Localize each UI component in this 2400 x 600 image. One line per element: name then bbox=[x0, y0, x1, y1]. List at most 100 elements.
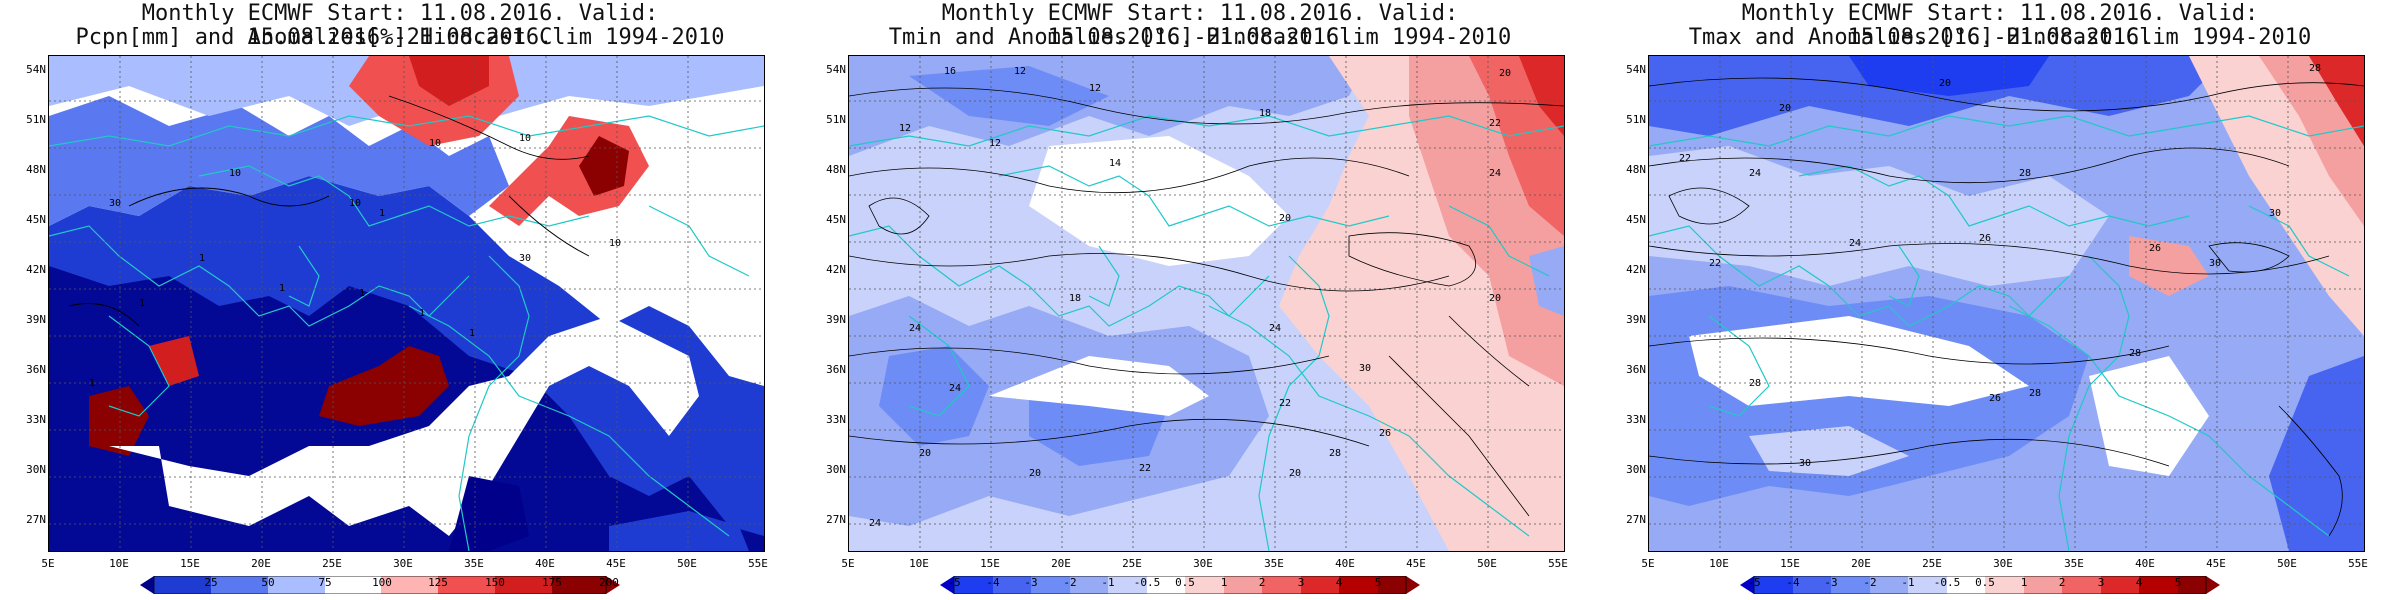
colorbar-label: -2 bbox=[1063, 576, 1077, 589]
precip-colorbar bbox=[140, 576, 620, 594]
svg-text:22: 22 bbox=[1139, 463, 1151, 474]
lat-label: 36N bbox=[26, 363, 46, 376]
svg-text:28: 28 bbox=[2129, 348, 2141, 359]
colorbar-label: 4 bbox=[1335, 576, 1343, 589]
lat-label: 51N bbox=[26, 113, 46, 126]
colorbar-label: -5 bbox=[947, 576, 961, 589]
lat-label: 45N bbox=[1626, 213, 1646, 226]
tmin-colorbar bbox=[940, 576, 1420, 594]
lat-label: 48N bbox=[826, 163, 846, 176]
lon-label: 25E bbox=[1922, 557, 1942, 570]
svg-text:18: 18 bbox=[1069, 293, 1081, 304]
svg-text:12: 12 bbox=[899, 123, 911, 134]
svg-text:10: 10 bbox=[519, 133, 531, 144]
lat-label: 54N bbox=[826, 63, 846, 76]
svg-text:10: 10 bbox=[229, 168, 241, 179]
svg-text:28: 28 bbox=[2029, 388, 2041, 399]
svg-text:26: 26 bbox=[1379, 428, 1391, 439]
colorbar-label: 125 bbox=[428, 576, 448, 589]
colorbar-label: 0.5 bbox=[1175, 576, 1195, 589]
lat-label: 39N bbox=[826, 313, 846, 326]
lat-label: 51N bbox=[826, 113, 846, 126]
colorbar-label: 3 bbox=[2097, 576, 2105, 589]
svg-text:22: 22 bbox=[1709, 258, 1721, 269]
svg-text:10: 10 bbox=[349, 198, 361, 209]
colorbar-label: 50 bbox=[261, 576, 275, 589]
lon-label: 50E bbox=[2277, 557, 2297, 570]
colorbar-label: 100 bbox=[372, 576, 392, 589]
precip-map: 10 10 10 10 30 30 10 1 1 1 1 1 1 1 1 bbox=[48, 55, 765, 552]
panel-title: Monthly ECMWF Start: 11.08.2016. Valid: … bbox=[141, 1, 659, 50]
colorbar-label: 0.5 bbox=[1975, 576, 1995, 589]
lon-label: 15E bbox=[180, 557, 200, 570]
svg-text:10: 10 bbox=[609, 238, 621, 249]
colorbar-label: 2 bbox=[2058, 576, 2066, 589]
svg-text:30: 30 bbox=[1359, 363, 1371, 374]
colorbar-label: 4 bbox=[2135, 576, 2143, 589]
svg-text:26: 26 bbox=[1989, 393, 2001, 404]
svg-text:1: 1 bbox=[359, 288, 365, 299]
lon-label: 10E bbox=[909, 557, 929, 570]
lat-label: 42N bbox=[26, 263, 46, 276]
svg-text:26: 26 bbox=[1979, 233, 1991, 244]
colorbar-label: -4 bbox=[986, 576, 1000, 589]
tmin-panel: Monthly ECMWF Start: 11.08.2016. Valid: … bbox=[800, 0, 1600, 600]
lon-label: 35E bbox=[2064, 557, 2084, 570]
svg-text:20: 20 bbox=[1939, 78, 1951, 89]
svg-text:30: 30 bbox=[109, 198, 121, 209]
colorbar-label: 5 bbox=[1374, 576, 1382, 589]
svg-text:20: 20 bbox=[1499, 68, 1511, 79]
svg-text:30: 30 bbox=[2269, 208, 2281, 219]
lat-label: 39N bbox=[26, 313, 46, 326]
colorbar-label: 1 bbox=[2020, 576, 2028, 589]
lat-label: 27N bbox=[26, 513, 46, 526]
svg-text:14: 14 bbox=[1109, 158, 1121, 169]
svg-text:28: 28 bbox=[2019, 168, 2031, 179]
lat-label: 30N bbox=[826, 463, 846, 476]
panel-subtitle: Tmax and Anomalies [°C] Hindcast Clim 19… bbox=[1688, 25, 2312, 50]
tmax-colorbar bbox=[1740, 576, 2220, 594]
colorbar-label: 150 bbox=[485, 576, 505, 589]
lat-label: 42N bbox=[1626, 263, 1646, 276]
colorbar-label: 25 bbox=[204, 576, 218, 589]
lon-label: 5E bbox=[1641, 557, 1655, 570]
lat-label: 36N bbox=[826, 363, 846, 376]
svg-text:28: 28 bbox=[1329, 448, 1341, 459]
lon-label: 45E bbox=[1406, 557, 1426, 570]
svg-text:12: 12 bbox=[1014, 66, 1026, 77]
panel-title: Monthly ECMWF Start: 11.08.2016. Valid: … bbox=[941, 1, 1459, 50]
svg-text:22: 22 bbox=[1279, 398, 1291, 409]
colorbar-label: -0.5 bbox=[1933, 576, 1961, 589]
lon-label: 25E bbox=[1122, 557, 1142, 570]
svg-text:20: 20 bbox=[919, 448, 931, 459]
svg-text:10: 10 bbox=[429, 138, 441, 149]
precip-panel: Monthly ECMWF Start: 11.08.2016. Valid: … bbox=[0, 0, 800, 600]
lon-label: 45E bbox=[606, 557, 626, 570]
lat-label: 54N bbox=[1626, 63, 1646, 76]
lon-label: 40E bbox=[1335, 557, 1355, 570]
svg-text:24: 24 bbox=[1489, 168, 1501, 179]
lat-label: 33N bbox=[1626, 413, 1646, 426]
lon-label: 55E bbox=[2348, 557, 2368, 570]
lon-label: 50E bbox=[677, 557, 697, 570]
lon-label: 55E bbox=[748, 557, 768, 570]
svg-text:20: 20 bbox=[1779, 103, 1791, 114]
lon-label: 25E bbox=[322, 557, 342, 570]
lat-label: 54N bbox=[26, 63, 46, 76]
lon-label: 20E bbox=[251, 557, 271, 570]
svg-text:30: 30 bbox=[2209, 258, 2221, 269]
lat-label: 48N bbox=[1626, 163, 1646, 176]
colorbar-label: -2 bbox=[1863, 576, 1877, 589]
svg-text:1: 1 bbox=[279, 283, 285, 294]
svg-text:28: 28 bbox=[2309, 63, 2321, 74]
lat-label: 33N bbox=[26, 413, 46, 426]
svg-text:20: 20 bbox=[1279, 213, 1291, 224]
svg-text:24: 24 bbox=[949, 383, 961, 394]
colorbar-label: 2 bbox=[1258, 576, 1266, 589]
svg-text:30: 30 bbox=[519, 253, 531, 264]
svg-text:12: 12 bbox=[1089, 83, 1101, 94]
svg-text:26: 26 bbox=[2149, 243, 2161, 254]
tmax-panel: Monthly ECMWF Start: 11.08.2016. Valid: … bbox=[1600, 0, 2400, 600]
svg-text:1: 1 bbox=[199, 253, 205, 264]
lon-label: 30E bbox=[1993, 557, 2013, 570]
